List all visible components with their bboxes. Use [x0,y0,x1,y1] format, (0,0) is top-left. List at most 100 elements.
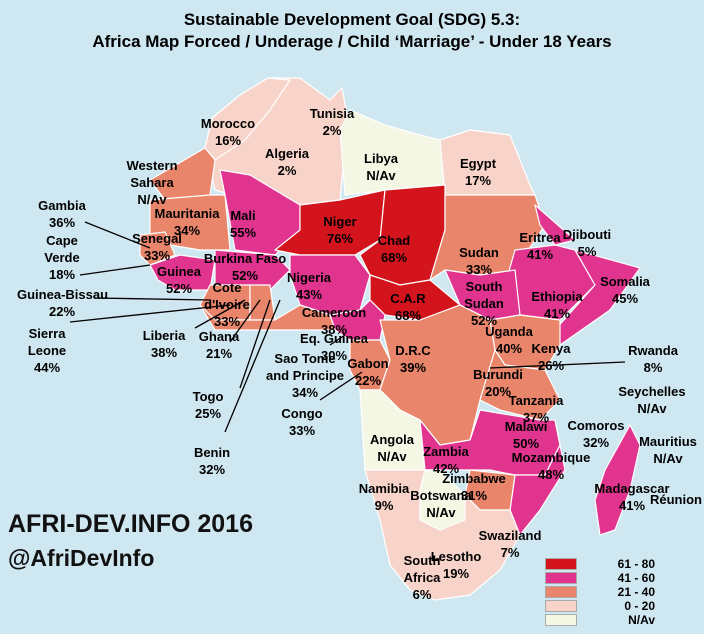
country-label-congo: Congo 33% [257,405,347,439]
legend-label: 0 - 20 [624,599,655,613]
legend-item: 61 - 80 [545,557,655,571]
country-name: Eritrea [519,230,561,245]
country-value: 18% [48,267,76,282]
country-name: Liberia [142,328,186,343]
leader-arrow [84,221,151,249]
leader-arrow [319,371,363,401]
country-name: Senegal [132,231,182,246]
country-name: Verde [44,250,80,265]
country-value: 19% [442,566,470,581]
country-label-eritrea: Eritrea 41% [495,229,585,263]
country-name: Africa [403,570,441,585]
west-coast-region [199,304,336,331]
country-value: 30% [320,348,348,363]
country-label-algeria: Algeria 2% [242,145,332,179]
country-name: Malawi [504,419,548,434]
leader-arrow [79,264,151,276]
country-name: Namibia [358,481,410,496]
country-value: 41% [618,498,646,513]
leader-arrow [194,299,246,329]
country-value: N/Av [366,168,396,183]
country-value: 50% [512,436,540,451]
country-label-nigeria: Nigeria 43% [264,269,354,303]
leader-arrow [224,299,281,433]
country-name: Mauritania [154,206,220,221]
country-label-gambia: Gambia 36% [17,197,107,231]
legend-item: 41 - 60 [545,571,655,585]
country-value: 33% [143,248,171,263]
country-name: Mali [230,208,256,223]
country-label-tanzania: Tanzania 37% [491,392,581,426]
country-value: 7% [500,545,520,560]
country-value: 33% [213,314,241,329]
country-name: Benin [193,445,231,460]
country-value: 76% [326,231,354,246]
legend-item: N/Av [545,613,655,627]
map-legend: 61 - 80 41 - 60 21 - 40 0 - 20 N/Av [545,557,655,627]
western-sahara-region [149,147,216,201]
country-label-namibia: Namibia 9% [339,480,429,514]
country-label-seychelles: Seychelles N/Av [607,383,697,417]
country-name: Tanzania [508,393,564,408]
country-value: 44% [33,360,61,375]
country-value: 43% [295,287,323,302]
country-value: 33% [288,423,316,438]
country-label-r-union: Réunion [631,491,704,508]
country-value: N/Av [426,505,456,520]
country-label-chad: Chad 68% [349,232,439,266]
country-name: Guinea-Bissau [17,287,109,302]
country-value: 26% [537,358,565,373]
country-name: Botswana [410,488,472,503]
country-name: Nigeria [286,270,332,285]
country-value: 68% [394,308,422,323]
country-name: Morocco [200,116,256,131]
country-name: Somalia [600,274,650,289]
country-name: Western [126,158,178,173]
country-value: 39% [399,360,427,375]
country-value: N/Av [137,192,167,207]
country-name: Lesotho [430,549,482,564]
country-label-tunisia: Tunisia 2% [287,105,377,139]
botswana-region [419,469,466,531]
country-name: Seychelles [618,384,686,399]
country-label-ethiopia: Ethiopia 41% [512,288,602,322]
country-name: Uganda [485,324,533,339]
country-value: 32% [198,462,226,477]
country-value: 17% [464,173,492,188]
country-name: Swaziland [478,528,542,543]
country-value: 42% [432,461,460,476]
country-name: Tunisia [309,106,355,121]
map-title-line1: Sustainable Development Goal (SDG) 5.3: [183,10,521,29]
legend-item: 0 - 20 [545,599,655,613]
country-label-niger: Niger 76% [295,213,385,247]
brand-handle: @AfriDevInfo [8,545,155,571]
country-label-cote-d-ivoire: Cote d'Ivoire 33% [182,279,272,330]
country-value: 25% [194,406,222,421]
leader-arrow [229,299,261,343]
country-name: Ethiopia [531,289,583,304]
country-name: Sierra [28,326,66,341]
country-value: 38% [320,322,348,337]
country-label-sao-tome-and-principe: Sao Tome and Principe 34% [260,350,350,401]
country-label-guinea-bissau: Guinea-Bissau 22% [17,286,109,320]
country-label-swaziland: Swaziland 7% [465,527,555,561]
country-value: 41% [526,247,554,262]
country-name: Burkina Faso [203,251,287,266]
country-label-gabon: Gabon 22% [323,355,413,389]
country-name: Madagascar [594,481,670,496]
country-name: Cameroon [301,305,367,320]
country-value: 34% [291,385,319,400]
country-label-cape-verde: Cape Verde 18% [17,232,107,283]
country-value: 20% [484,384,512,399]
country-value: 55% [229,225,257,240]
country-name: Sao Tome [274,351,336,366]
country-name: Kenya [531,341,571,356]
country-label-mali: Mali 55% [198,207,288,241]
country-name: D.R.C [395,343,431,358]
country-label-burundi: Burundi 20% [453,366,543,400]
country-label-zambia: Zambia 42% [401,443,491,477]
country-name: Gambia [38,198,86,213]
morocco-region [204,77,291,161]
country-label-madagascar: Madagascar 41% [587,480,677,514]
country-label-south-sudan: South Sudan 52% [439,278,529,329]
